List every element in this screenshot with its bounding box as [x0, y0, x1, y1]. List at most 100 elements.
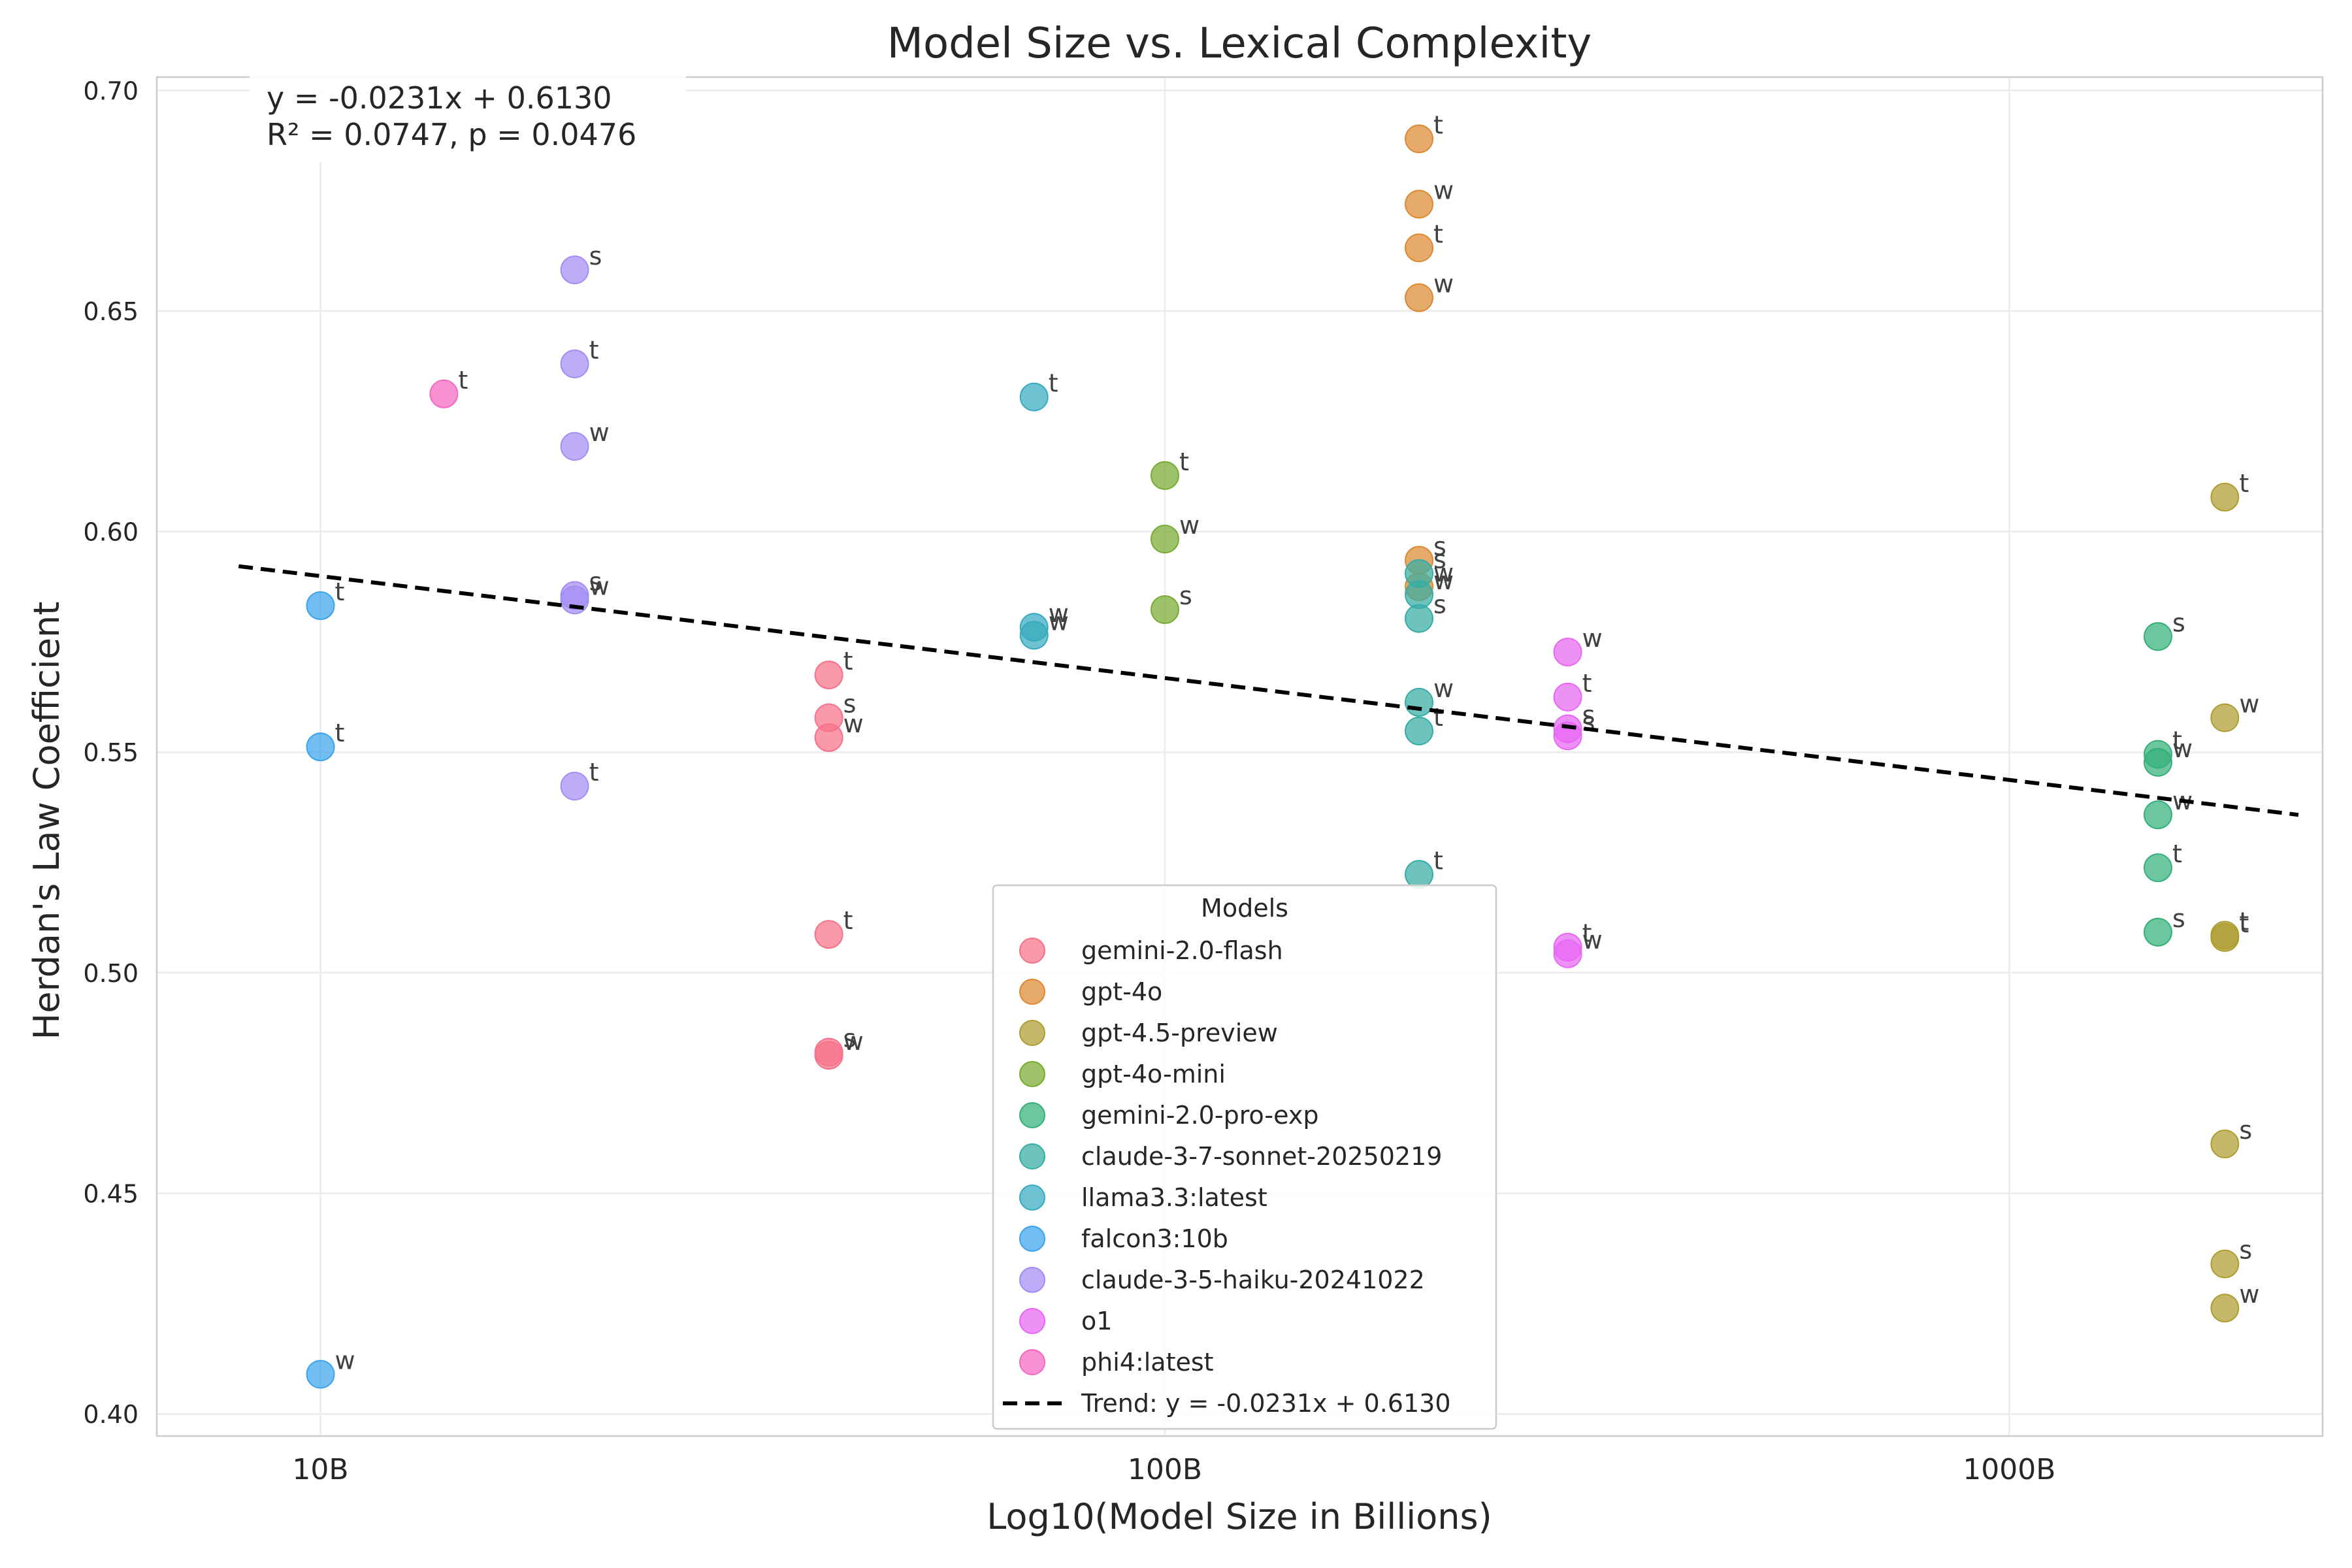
- legend-marker: [1019, 1143, 1045, 1169]
- data-point: [814, 920, 843, 949]
- point-label: s: [2172, 608, 2185, 637]
- legend-item-gemini-2.0-flash: gemini-2.0-flash: [1019, 936, 1283, 965]
- data-point: [1405, 687, 1434, 717]
- point-label: t: [1433, 703, 1443, 732]
- data-point: [1405, 283, 1434, 312]
- data-point: [814, 723, 843, 752]
- point-label: t: [1433, 846, 1443, 875]
- point-label: w: [1433, 176, 1454, 204]
- point-label: w: [2239, 1280, 2259, 1309]
- legend-item-llama3.3:latest: llama3.3:latest: [1019, 1183, 1267, 1212]
- point-label: s: [1433, 591, 1446, 619]
- point-label: w: [1433, 559, 1454, 587]
- point-label: t: [335, 719, 345, 747]
- point-label: t: [1179, 448, 1189, 476]
- legend-item-trend: Trend: y = -0.0231x + 0.6130: [1003, 1389, 1451, 1418]
- legend-label: gemini-2.0-flash: [1081, 936, 1283, 965]
- point-label: t: [2172, 727, 2182, 755]
- point-label: t: [2239, 907, 2249, 936]
- data-point: [1405, 604, 1434, 633]
- point-label: t: [843, 906, 853, 935]
- data-point: [1019, 621, 1049, 650]
- point-label: t: [2239, 469, 2249, 498]
- y-axis-label: Herdan's Law Coefficient: [26, 602, 67, 1040]
- chart-title: Model Size vs. Lexical Complexity: [887, 20, 1592, 68]
- legend-label: claude-3-5-haiku-20241022: [1081, 1266, 1425, 1294]
- data-point: [1150, 461, 1179, 490]
- point-label: s: [2239, 1116, 2252, 1145]
- point-label: t: [1049, 369, 1058, 398]
- data-point: [306, 732, 335, 762]
- legend-item-claude-3-5-haiku-20241022: claude-3-5-haiku-20241022: [1019, 1266, 1425, 1294]
- point-label: s: [2172, 904, 2185, 933]
- plot-frame: [155, 76, 2324, 1437]
- data-point: [1553, 637, 1582, 666]
- point-label: s: [1179, 581, 1192, 610]
- series-falcon3:10b: t t w: [306, 578, 355, 1389]
- point-label: s: [1433, 532, 1446, 561]
- data-point: [2144, 747, 2173, 777]
- point-label: t: [843, 647, 853, 676]
- annotation-equation: y = -0.0231x + 0.6130: [267, 80, 612, 116]
- legend-marker: [1019, 1349, 1045, 1375]
- point-label: t: [335, 578, 345, 606]
- point-label: s: [1582, 708, 1595, 736]
- x-tick-label: 1000B: [1963, 1453, 2055, 1486]
- point-label: t: [2172, 840, 2182, 868]
- data-point: [560, 772, 589, 801]
- legend-label: gpt-4o: [1081, 977, 1162, 1006]
- data-point: [814, 661, 843, 690]
- data-point: [1405, 716, 1434, 745]
- legend-title: Models: [1201, 894, 1288, 923]
- data-point: [1405, 233, 1434, 263]
- data-point: [2210, 482, 2240, 512]
- point-label: t: [1433, 111, 1443, 140]
- trend-line-group: [238, 564, 2299, 817]
- point-label: s: [843, 690, 857, 719]
- data-point: [2210, 1294, 2240, 1323]
- data-point: [814, 1041, 843, 1070]
- point-label: w: [1433, 674, 1454, 703]
- axis-ticks: 0.40 0.45 0.50 0.55 0.60 0.65 0.70 10B 100B 1000B: [83, 76, 2055, 1486]
- legend-marker: [1019, 1102, 1045, 1128]
- legend-marker: [1019, 979, 1045, 1005]
- data-point: [2210, 703, 2240, 732]
- legend-marker: [1019, 1267, 1045, 1293]
- series-phi4:latest: t: [429, 366, 468, 408]
- point-label: s: [589, 242, 602, 270]
- point-label: w: [589, 418, 610, 447]
- legend-marker: [1019, 938, 1045, 964]
- data-point: [2144, 800, 2173, 830]
- point-label: w: [1582, 926, 1603, 955]
- legend-item-gpt-4o-mini: gpt-4o-mini: [1019, 1060, 1226, 1088]
- legend-box: [992, 884, 1497, 1430]
- legend-label: claude-3-7-sonnet-20250219: [1081, 1142, 1442, 1171]
- legend-marker: [1019, 1184, 1045, 1211]
- legend-item-falcon3:10b: falcon3:10b: [1019, 1224, 1228, 1253]
- legend-label: gpt-4.5-preview: [1081, 1019, 1278, 1047]
- data-point: [1405, 860, 1434, 889]
- point-label: t: [1433, 220, 1443, 248]
- point-label: w: [335, 1346, 355, 1375]
- legend-item-gpt-4.5-preview: gpt-4.5-preview: [1019, 1019, 1278, 1047]
- x-axis-label: Log10(Model Size in Billions): [987, 1496, 1492, 1537]
- point-label: s: [2239, 1236, 2252, 1265]
- legend-label: o1: [1081, 1307, 1112, 1335]
- legend-marker: [1019, 1226, 1045, 1252]
- trend-line: [238, 564, 2299, 817]
- legend-marker: [1019, 1061, 1045, 1087]
- x-tick-label: 100B: [1128, 1453, 1202, 1486]
- legend-item-o1: o1: [1019, 1307, 1112, 1335]
- x-tick-label: 10B: [292, 1453, 348, 1486]
- point-label: w: [2239, 690, 2259, 719]
- data-point: [2144, 622, 2173, 651]
- point-label: w: [2172, 734, 2193, 763]
- data-point: [1405, 124, 1434, 154]
- regression-annotation: y = -0.0231x + 0.6130 R² = 0.0747, p = 0…: [250, 71, 686, 162]
